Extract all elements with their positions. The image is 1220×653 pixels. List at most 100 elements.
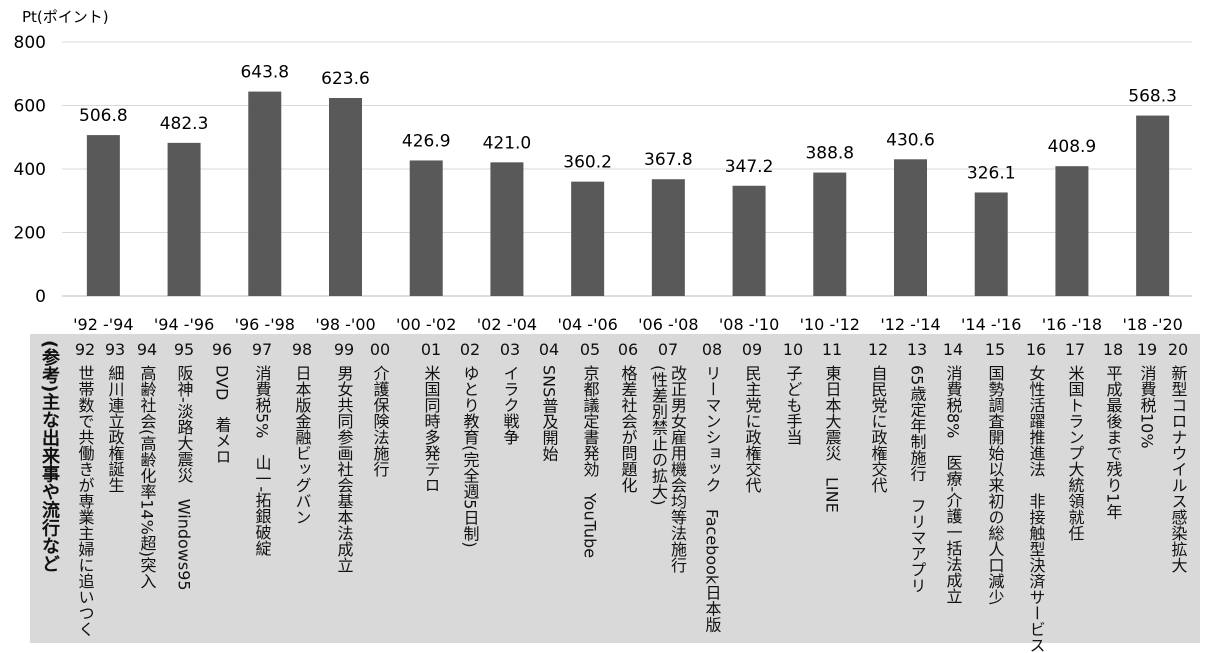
bar-chart: Pt(ポイント) 0 200 400 600 800 506.8 '92 -'94 482.3 '… [14,8,1192,334]
events-title: (参考)主な出来事や流行など [39,340,60,573]
event-year: 02 [459,340,481,359]
x-tick-label: '04 -'06 [557,315,617,334]
event-text: 米国同時多発テロ [421,365,441,493]
event-text: 消費税10% [1137,365,1157,449]
x-tick-label: '94 -'96 [154,315,214,334]
event-text: 格差社会が問題化 [618,365,638,493]
event-text: 米国トランプ大統領就任 [1065,365,1085,541]
events-panel [30,334,1200,643]
event-year: 11 [821,340,843,359]
event-text: 日本版金融ビッグバン [292,365,312,525]
event-text: 子ども手当 [783,365,803,445]
data-label: 426.9 [402,131,451,151]
event-year: 95 [173,340,195,359]
event-text: 消費税5% 山一-拓銀破綻 [252,365,272,557]
event-year: 03 [499,340,521,359]
bar [167,142,201,296]
data-label: 360.2 [563,153,612,173]
x-tick-label: '10 -'12 [800,315,860,334]
data-label: 506.8 [79,106,128,126]
event-year: 04 [538,340,560,359]
event-year: 00 [369,340,391,359]
y-tick-label: 800 [14,33,46,53]
event-text: 65歳定年制施行 フリマアプリ [907,365,927,594]
x-tick-label: '08 -'10 [719,315,779,334]
event-year: 17 [1064,340,1086,359]
data-label: 421.0 [483,133,532,153]
event-year: 99 [333,340,355,359]
event-year: 06 [617,340,639,359]
bar [974,192,1008,296]
bar [732,185,766,296]
event-year: 19 [1136,340,1158,359]
event-text: イラク戦争 [500,365,520,445]
event-text: 東日本大震災 LINE [822,365,842,513]
x-tick-label: '92 -'94 [73,315,133,334]
event-text: 平成最後まで残り1年 [1103,365,1123,520]
event-year: 16 [1025,340,1047,359]
bar [409,160,443,296]
event-text: 介護保険法施行 [370,365,390,477]
x-tick-label: '06 -'08 [638,315,698,334]
event-year: 98 [291,340,313,359]
data-label: 568.3 [1128,87,1177,107]
bar [1136,115,1170,296]
data-label: 326.1 [967,163,1016,183]
event-text: 高齢社会(高齢化率14%超)突入 [137,365,157,590]
y-tick-label: 400 [14,160,46,180]
data-label: 482.3 [160,114,209,134]
data-label: 388.8 [805,144,854,164]
event-year: 20 [1167,340,1189,359]
data-label: 408.9 [1048,137,1097,157]
x-tick-label: '12 -'14 [880,315,940,334]
data-label: 430.6 [886,130,935,150]
event-text: 国勢調査開始以来初の総人口減少 [985,365,1005,605]
event-text: DVD 着メロ [212,365,232,465]
event-year: 93 [104,340,126,359]
x-tick-label: '16 -'18 [1042,315,1102,334]
y-tick-label: 0 [35,287,46,307]
event-year: 07 [657,340,679,359]
event-year: 97 [251,340,273,359]
event-text: ゆとり教育(完全週5日制) [460,365,480,548]
x-tick-label: '00 -'02 [396,315,456,334]
event-text: 女性活躍推進法 非接触型決済サービス [1026,365,1046,653]
x-tick-label: '02 -'04 [477,315,537,334]
event-text: SNS普及開始 [539,365,559,462]
event-text: 京都議定書発効 YouTube [580,365,600,559]
data-label: 623.6 [321,69,370,89]
event-text: 世帯数で共働きが専業主婦に追いつく [75,365,95,637]
event-text: 消費税8% 医療-介護一括法成立 [943,365,963,605]
bar [571,181,605,296]
y-tick-label: 600 [14,97,46,117]
data-label: 367.8 [644,150,693,170]
data-label: 643.8 [240,63,289,83]
bar [490,162,524,296]
y-axis-label: Pt(ポイント) [22,8,109,26]
event-year: 94 [136,340,158,359]
event-year: 10 [782,340,804,359]
x-tick-label: '18 -'20 [1122,315,1182,334]
event-year: 15 [984,340,1006,359]
event-year: 14 [942,340,964,359]
bar [894,159,927,296]
x-tick-label: '98 -'00 [315,315,375,334]
bar [329,98,362,297]
bar [813,172,847,296]
event-year: 13 [906,340,928,359]
event-text: 新型コロナウイルス感染拡大 [1168,365,1188,573]
event-text: 改正男女雇用機会均等法施行 (性差別禁止の拡大) [649,365,687,573]
event-text: 阪神-淡路大震災 Windows95 [174,365,194,591]
event-text: 男女共同参画社会基本法成立 [334,365,354,573]
y-tick-label: 200 [14,224,46,244]
event-text: 細川連立政権誕生 [105,365,125,493]
event-text: 民主党に政権交代 [742,365,762,493]
event-year: 96 [211,340,233,359]
event-year: 92 [74,340,96,359]
bar [86,135,120,296]
event-year: 05 [579,340,601,359]
event-year: 12 [867,340,889,359]
x-tick-label: '14 -'16 [961,315,1021,334]
event-text: 自民党に政権交代 [868,365,888,493]
event-year: 08 [701,340,723,359]
